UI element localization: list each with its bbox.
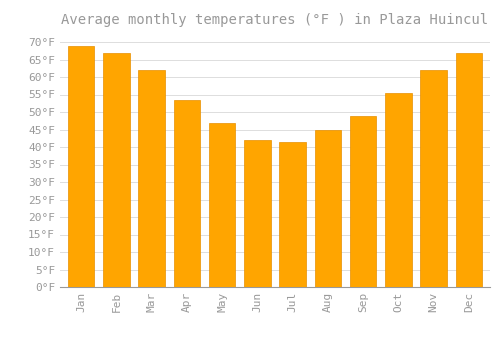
Bar	[138, 70, 165, 287]
Bar	[385, 93, 411, 287]
Bar	[420, 70, 447, 287]
Bar	[68, 46, 94, 287]
Bar	[350, 116, 376, 287]
Bar	[103, 52, 130, 287]
Bar	[280, 142, 306, 287]
Bar	[456, 52, 482, 287]
Title: Average monthly temperatures (°F ) in Plaza Huincul: Average monthly temperatures (°F ) in Pl…	[62, 13, 488, 27]
Bar	[174, 100, 200, 287]
Bar	[244, 140, 270, 287]
Bar	[314, 130, 341, 287]
Bar	[209, 122, 236, 287]
